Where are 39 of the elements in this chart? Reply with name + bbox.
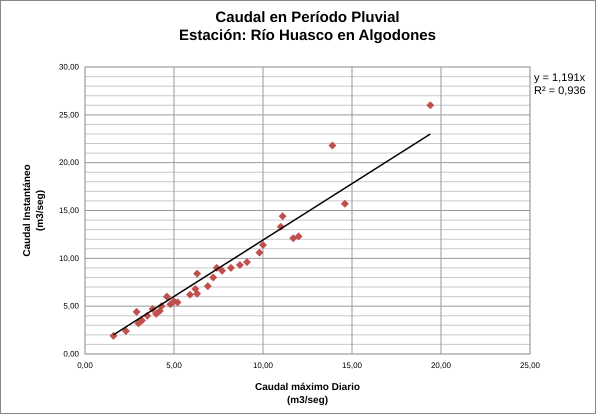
x-tick-label: 20,00 <box>430 361 452 370</box>
point <box>289 234 298 242</box>
point <box>242 258 251 266</box>
point <box>426 101 434 110</box>
point <box>209 273 218 282</box>
y-tick-label: 15,00 <box>58 206 80 216</box>
y-axis-title: Caudal Instantáneo (m3/seg) <box>22 164 46 257</box>
chart-title: Caudal en Período Pluvial Estación: Río Huasco en Algodones <box>179 9 436 44</box>
y-tick-label: 0,00 <box>63 350 80 359</box>
point <box>278 212 287 220</box>
point <box>236 261 244 270</box>
x-tick-label: 10,00 <box>252 361 274 370</box>
point <box>162 292 171 301</box>
point <box>226 264 235 272</box>
y-tick-label: 20,00 <box>58 158 80 168</box>
point <box>193 270 202 278</box>
point <box>122 327 130 336</box>
x-axis-title: Caudal máximo Diario (m3/seg) <box>254 382 360 406</box>
x-tick-label: 5,00 <box>166 361 182 370</box>
point <box>340 200 349 208</box>
point <box>193 290 202 298</box>
point <box>259 240 267 249</box>
point <box>132 308 141 316</box>
point <box>204 282 212 290</box>
y-tick-label: 10,00 <box>58 254 80 263</box>
text: R² = 0,936 <box>534 85 586 97</box>
point <box>186 290 194 299</box>
point <box>294 232 303 240</box>
y-tick-label: 25,00 <box>58 110 80 120</box>
point <box>138 316 146 325</box>
y-tick-label: 30,00 <box>58 62 80 72</box>
x-tick-label: 15,00 <box>342 361 363 370</box>
x-tick-label: 0,00 <box>77 361 94 370</box>
point <box>328 141 336 150</box>
x-tick-label: 25,00 <box>520 361 541 370</box>
y-tick-label: 5,00 <box>63 302 80 311</box>
point <box>218 266 226 275</box>
point <box>255 248 264 257</box>
text: y = 1,191x <box>534 72 586 84</box>
